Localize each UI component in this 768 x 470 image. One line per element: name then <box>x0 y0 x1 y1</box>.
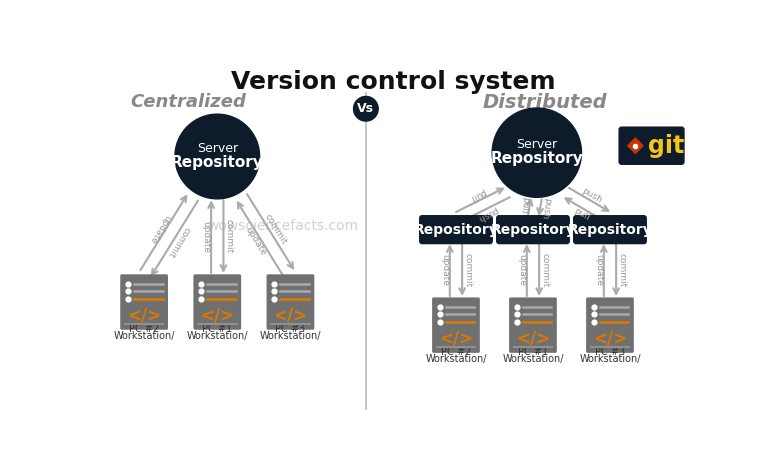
Text: update: update <box>594 254 603 286</box>
Text: Workstation/: Workstation/ <box>502 354 564 364</box>
Text: commit: commit <box>166 225 192 258</box>
Text: pull: pull <box>468 187 488 203</box>
Text: PC #1: PC #1 <box>202 324 233 334</box>
Text: commit: commit <box>224 219 233 254</box>
Text: PC #3: PC #3 <box>276 324 306 334</box>
Text: update: update <box>517 254 526 286</box>
Text: Repository: Repository <box>491 151 583 166</box>
Text: Workstation/: Workstation/ <box>187 331 248 341</box>
Text: push: push <box>539 197 552 220</box>
Text: </>: </> <box>593 330 627 348</box>
FancyBboxPatch shape <box>432 298 480 353</box>
FancyBboxPatch shape <box>266 274 314 330</box>
Text: </>: </> <box>439 330 473 348</box>
Text: commit: commit <box>540 253 549 287</box>
Text: Server: Server <box>516 139 558 151</box>
Text: Distributed: Distributed <box>482 94 607 112</box>
Text: Centralized: Centralized <box>131 94 247 111</box>
FancyBboxPatch shape <box>618 126 684 165</box>
Text: </>: </> <box>200 307 234 325</box>
FancyBboxPatch shape <box>194 274 241 330</box>
Text: Vs: Vs <box>357 102 374 115</box>
Text: commit: commit <box>263 212 288 246</box>
Text: Workstation/: Workstation/ <box>114 331 175 341</box>
Text: Workstation/: Workstation/ <box>579 354 641 364</box>
FancyBboxPatch shape <box>419 215 493 244</box>
Text: Repository: Repository <box>568 223 652 237</box>
Text: update: update <box>201 220 210 252</box>
Text: PC #1: PC #1 <box>518 347 548 358</box>
Text: PC #2: PC #2 <box>129 324 159 334</box>
Text: </>: </> <box>127 307 161 325</box>
Circle shape <box>353 96 378 121</box>
Polygon shape <box>627 138 643 153</box>
Text: Repository: Repository <box>171 155 263 170</box>
Text: update: update <box>147 213 171 245</box>
Text: Workstation/: Workstation/ <box>425 354 487 364</box>
Text: PC #3: PC #3 <box>595 347 625 358</box>
Text: push: push <box>476 205 499 223</box>
Text: push: push <box>581 186 604 205</box>
Text: PC #2: PC #2 <box>441 347 471 358</box>
Text: update: update <box>243 226 268 258</box>
Text: pull: pull <box>518 196 530 214</box>
Circle shape <box>175 114 260 199</box>
FancyBboxPatch shape <box>496 215 570 244</box>
FancyBboxPatch shape <box>573 215 647 244</box>
Text: Repository: Repository <box>414 223 498 237</box>
Text: wowsciencefacts.com: wowsciencefacts.com <box>207 219 359 233</box>
Text: Version control system: Version control system <box>231 70 556 94</box>
Text: commit: commit <box>617 253 626 287</box>
Text: update: update <box>440 254 449 286</box>
Text: Server: Server <box>197 142 238 155</box>
Text: </>: </> <box>516 330 550 348</box>
Text: commit: commit <box>463 253 472 287</box>
Text: </>: </> <box>273 307 307 325</box>
Circle shape <box>492 108 581 197</box>
Text: Workstation/: Workstation/ <box>260 331 321 341</box>
Text: git: git <box>647 134 684 158</box>
FancyBboxPatch shape <box>121 274 168 330</box>
FancyBboxPatch shape <box>509 298 557 353</box>
Text: pull: pull <box>572 206 591 222</box>
Text: Repository: Repository <box>491 223 575 237</box>
FancyBboxPatch shape <box>586 298 634 353</box>
